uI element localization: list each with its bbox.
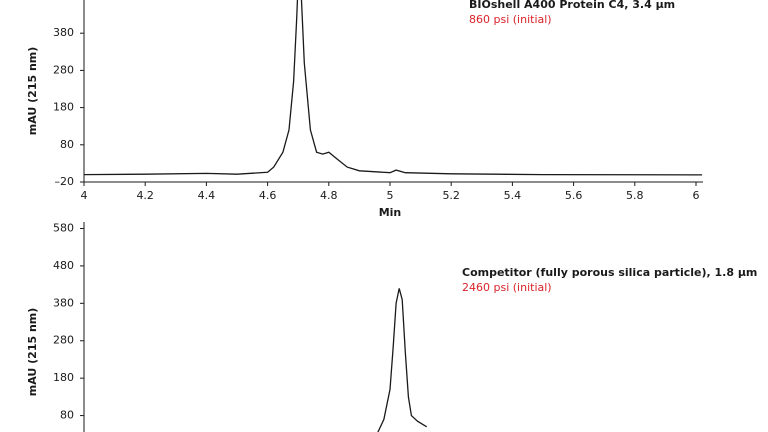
x-tick-label: 4.8 bbox=[320, 189, 338, 202]
y-tick-label: 380 bbox=[53, 296, 74, 309]
x-tick-label: 4 bbox=[81, 189, 88, 202]
chromatogram-trace bbox=[84, 0, 703, 176]
y-tick-label: –20 bbox=[55, 175, 75, 188]
y-tick-label: 480 bbox=[53, 259, 74, 272]
x-tick-label: 5 bbox=[387, 189, 394, 202]
annotation: Competitor (fully porous silica particle… bbox=[462, 266, 757, 279]
x-tick-label: 4.6 bbox=[259, 189, 277, 202]
y-tick-label: 380 bbox=[53, 26, 74, 39]
x-tick-label: 4.4 bbox=[198, 189, 216, 202]
y-axis-label: mAU (215 nm) bbox=[26, 47, 39, 136]
y-tick-label: 80 bbox=[60, 138, 74, 151]
y-tick-label: 280 bbox=[53, 334, 74, 347]
y-tick-label: 80 bbox=[60, 409, 74, 422]
x-tick-label: 5.8 bbox=[626, 189, 644, 202]
annotation: 860 psi (initial) bbox=[469, 13, 552, 26]
x-tick-label: 5.6 bbox=[565, 189, 583, 202]
y-tick-label: 480 bbox=[53, 0, 74, 2]
y-tick-label: 280 bbox=[53, 63, 74, 76]
y-tick-label: 180 bbox=[53, 371, 74, 384]
x-tick-label: 4.2 bbox=[136, 189, 154, 202]
y-tick-label: 180 bbox=[53, 101, 74, 114]
x-tick-label: 6 bbox=[693, 189, 700, 202]
x-axis-label: Min bbox=[379, 206, 402, 219]
chromatogram-trace bbox=[377, 288, 428, 432]
annotation: 2460 psi (initial) bbox=[462, 281, 552, 294]
annotation: BIOshell A400 Protein C4, 3.4 µm bbox=[469, 0, 675, 11]
x-tick-label: 5.4 bbox=[504, 189, 522, 202]
x-tick-label: 5.2 bbox=[442, 189, 460, 202]
y-axis-label: mAU (215 nm) bbox=[26, 308, 39, 397]
y-tick-label: 580 bbox=[53, 221, 74, 234]
